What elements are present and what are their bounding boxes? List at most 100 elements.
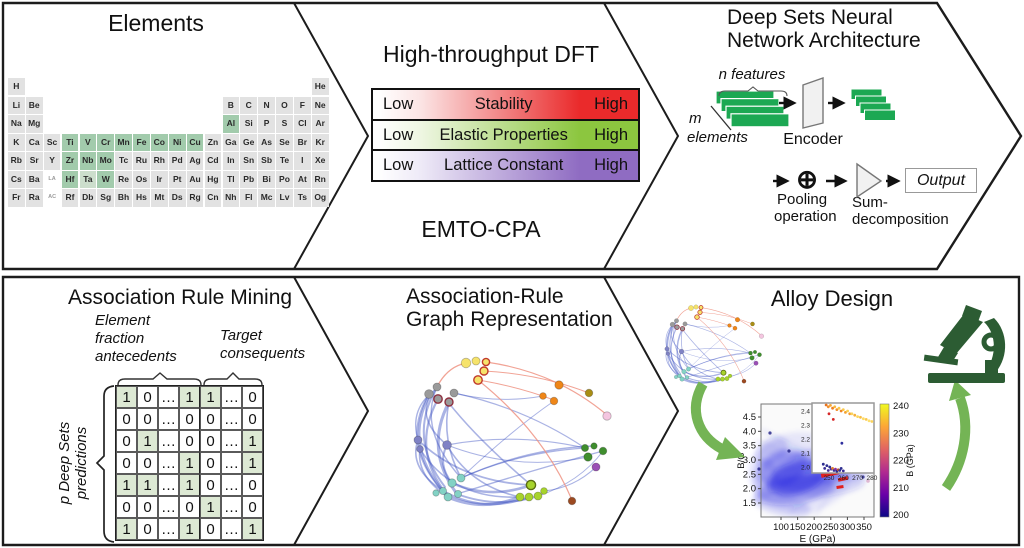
element-cell-Te: Te — [276, 152, 293, 170]
matrix-cell: … — [221, 408, 242, 430]
element-cell-empty — [44, 97, 61, 114]
matrix-cell: … — [221, 386, 242, 408]
antecedents-label-line3: antecedents — [95, 348, 177, 365]
svg-text:2.1: 2.1 — [801, 451, 810, 458]
element-cell-Fl: Fl — [240, 189, 258, 207]
element-cell-K: K — [8, 133, 25, 152]
graph-edge — [684, 323, 730, 328]
graph-node — [584, 388, 594, 398]
svg-text:250: 250 — [823, 522, 839, 533]
association-graph-mini — [664, 304, 765, 384]
arm-title: Association Rule Mining — [67, 286, 293, 309]
matrix-cell: 1 — [137, 430, 158, 452]
element-cell-Y: Y — [43, 152, 61, 170]
graph-node — [549, 396, 559, 406]
matrix-cell: … — [158, 452, 179, 474]
graph-edge — [441, 489, 531, 506]
alloy-scatter-plot: 100 150 200 250 300 3504.54.03.53.02.52.01.5E… — [736, 401, 915, 545]
graph-edge — [681, 351, 753, 361]
graph-edge — [430, 386, 462, 479]
svg-text:210: 210 — [893, 483, 909, 494]
graph-edge — [446, 495, 522, 507]
graph-edge — [446, 444, 521, 498]
matrix-cell: 0 — [116, 452, 137, 474]
matrix-cell: 1 — [200, 496, 221, 518]
element-cell-Br: Br — [294, 133, 311, 152]
graph-node — [590, 442, 598, 450]
graph-node — [753, 350, 757, 355]
element-cell-Re: Re — [115, 170, 132, 189]
element-cell-empty — [240, 78, 257, 95]
graph-node — [724, 376, 730, 381]
matrix-cell: 0 — [137, 496, 158, 518]
consequents-label-line2: consequents — [220, 345, 306, 362]
predictions-row-label: p Deep Sets predictions — [56, 373, 90, 548]
graph-node — [758, 333, 765, 339]
graph-node — [591, 462, 601, 472]
lattice-label: Lattice Constant — [444, 156, 564, 175]
graph-edge — [681, 328, 724, 374]
svg-text:240: 240 — [893, 401, 909, 412]
graph-node — [432, 382, 442, 392]
phi-symbol: ϕ — [806, 88, 820, 112]
graph-node — [602, 411, 612, 421]
matrix-cell: 1 — [179, 452, 200, 474]
matrix-cell: 1 — [179, 518, 200, 540]
graph-edge — [665, 324, 674, 350]
element-cell-empty — [115, 78, 132, 95]
graph-node — [424, 389, 434, 399]
graph-node — [447, 478, 457, 488]
graph-edge — [679, 351, 685, 373]
matrix-cell: … — [158, 496, 179, 518]
svg-text:4.5: 4.5 — [743, 412, 756, 423]
matrix-cell: 0 — [242, 474, 263, 496]
matrix-cell: … — [158, 430, 179, 452]
lattice-low-label: Low — [383, 156, 414, 175]
element-cell-Mg: Mg — [25, 115, 43, 133]
svg-text:200: 200 — [806, 522, 822, 533]
graph-edge — [453, 392, 586, 449]
graph-edge — [453, 392, 544, 400]
elastic-low-label: Low — [383, 125, 414, 144]
deepsets-title-line1: Deep Sets Neural — [727, 6, 893, 29]
graph-node — [539, 392, 547, 400]
element-cell-He: He — [311, 78, 329, 96]
element-cell-empty — [133, 115, 150, 132]
element-cell-Bi: Bi — [258, 170, 275, 189]
transaction-matrix: 1 0… 1 1… 0 0 0… 0 0… 0 0 1… 0 0… 1 0 0… 1 0… 1 1 1… 1 0… 0 0 0… 0 1… — [115, 385, 264, 541]
svg-text:3.0: 3.0 — [743, 455, 756, 466]
graph-edge — [670, 326, 683, 380]
graph-node — [664, 346, 670, 352]
matrix-cell: 0 — [116, 430, 137, 452]
svg-text:E (GPa): E (GPa) — [799, 534, 835, 545]
consequents-label-line1: Target — [220, 327, 262, 344]
antecedents-label-line1: Element — [95, 312, 151, 329]
svg-text:280: 280 — [866, 475, 877, 482]
antecedents-brace — [117, 372, 202, 386]
element-cell-empty — [151, 115, 168, 132]
element-cell-O: O — [276, 96, 293, 114]
element-cell-Rb: Rb — [8, 152, 25, 170]
graph-node — [583, 452, 593, 462]
stability-high-label: High — [594, 94, 628, 113]
element-cell-empty — [62, 115, 79, 132]
matrix-cell: 1 — [116, 386, 137, 408]
matrix-cell: … — [221, 474, 242, 496]
element-cell-I: I — [294, 152, 311, 170]
graph-node — [674, 374, 678, 379]
graph-node — [720, 376, 725, 382]
graph-edge — [680, 328, 689, 370]
element-cell-Nb: Nb — [79, 152, 97, 170]
graph-edge — [667, 353, 683, 380]
element-cell-Nh: Nh — [222, 189, 240, 207]
element-cell-empty — [187, 97, 204, 114]
element-cell-Rg: Rg — [186, 189, 204, 207]
element-cell-empty — [187, 115, 204, 132]
element-cell-Ca: Ca — [25, 133, 43, 152]
element-cell-Xe: Xe — [311, 152, 329, 170]
element-cell-Og: Og — [311, 189, 329, 207]
svg-text:2.4: 2.4 — [801, 409, 810, 416]
graph-edge — [418, 448, 449, 498]
graph-node — [741, 378, 747, 384]
sum-label-line2: decomposition — [852, 211, 949, 228]
